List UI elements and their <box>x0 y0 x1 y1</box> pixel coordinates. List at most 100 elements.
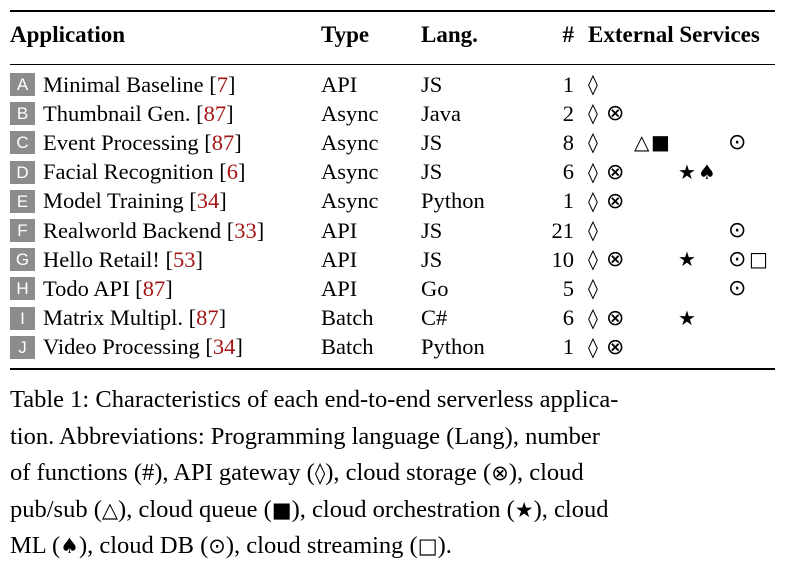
caption-line: pub/sub (△), cloud queue (■), cloud orch… <box>10 492 770 529</box>
caption-line: of functions (#), API gateway (◊), cloud… <box>10 455 770 492</box>
num-cell: 1 <box>562 71 574 97</box>
app-name: Matrix Multipl. [ <box>43 305 197 331</box>
bracket: ] <box>226 100 234 126</box>
app-name: Video Processing [ <box>43 334 213 360</box>
cloud-db-icon: ⊙ <box>728 218 747 244</box>
citation-link[interactable]: 7 <box>216 71 228 97</box>
num-cell: 6 <box>562 159 574 185</box>
table-row: G Hello Retail! [53] API JS 10 ◊ ⊗ ★ ⊙ □ <box>10 245 775 274</box>
type-cell: Batch <box>321 334 374 360</box>
services-cell: ◊ ⊗ ★ <box>574 304 775 333</box>
num-cell: 10 <box>551 246 575 272</box>
app-badge: I <box>10 306 35 330</box>
app-cell: H Todo API [87] <box>10 276 321 302</box>
services-cell: ◊ ⊙ <box>574 216 775 245</box>
app-name: Facial Recognition [ <box>43 159 227 185</box>
bracket: ] <box>218 305 227 331</box>
cloud-storage-icon: ⊗ <box>606 159 625 185</box>
cloud-pubsub-icon: △ <box>101 497 119 522</box>
cloud-db-icon: ⊙ <box>208 534 226 558</box>
citation-link[interactable]: 6 <box>226 159 238 185</box>
app-cell: I Matrix Multipl. [87] <box>10 305 321 331</box>
api-gateway-icon: ◊ <box>588 72 598 97</box>
header-num: # <box>562 22 575 47</box>
caption-text: ML ( <box>10 532 61 559</box>
table-row: E Model Training [34] Async Python 1 ◊ ⊗ <box>10 187 775 216</box>
lang-cell: Python <box>421 334 485 360</box>
citation-link[interactable]: 34 <box>196 188 220 214</box>
type-cell: Batch <box>321 305 374 331</box>
bracket: ] <box>165 275 173 301</box>
mid-rule <box>10 64 775 65</box>
bracket: ] <box>237 159 246 185</box>
app-badge: D <box>10 160 35 184</box>
citation-link[interactable]: 87 <box>211 129 235 155</box>
cloud-db-icon: ⊙ <box>728 276 747 302</box>
cloud-streaming-icon: □ <box>417 534 438 558</box>
table-row: I Matrix Multipl. [87] Batch C# 6 ◊ ⊗ ★ <box>10 304 775 333</box>
table-row: H Todo API [87] API Go 5 ◊ ⊙ <box>10 274 775 303</box>
app-badge: B <box>10 102 35 126</box>
app-cell: F Realworld Backend [33] <box>10 218 321 244</box>
lang-cell: JS <box>421 217 443 243</box>
header-services: External Services <box>588 22 760 47</box>
header-lang: Lang. <box>421 22 478 47</box>
table-row: A Minimal Baseline [7] API JS 1 ◊ <box>10 70 775 99</box>
type-cell: API <box>321 246 358 272</box>
caption-text: ), cloud storage ( <box>325 459 492 486</box>
cloud-ml-icon: ♠ <box>60 534 79 558</box>
type-cell: Async <box>321 159 379 185</box>
services-cell: ◊ ⊗ <box>574 187 775 216</box>
citation-link[interactable]: 53 <box>172 246 196 272</box>
num-cell: 21 <box>551 217 575 243</box>
num-cell: 5 <box>562 275 574 301</box>
lang-cell: JS <box>421 129 443 155</box>
citation-link[interactable]: 87 <box>196 305 219 331</box>
app-cell: J Video Processing [34] <box>10 334 321 360</box>
bracket: ] <box>195 246 203 272</box>
app-name: Model Training [ <box>43 188 197 214</box>
num-cell: 1 <box>562 334 574 360</box>
bracket: ] <box>256 217 265 243</box>
citation-link[interactable]: 87 <box>142 275 166 301</box>
app-cell: A Minimal Baseline [7] <box>10 72 321 98</box>
app-name: Minimal Baseline [ <box>43 71 217 97</box>
num-cell: 1 <box>562 188 574 214</box>
api-gateway-icon: ◊ <box>588 101 598 126</box>
app-badge: J <box>10 335 35 359</box>
app-cell: C Event Processing [87] <box>10 130 321 156</box>
caption-text: ), cloud orchestration ( <box>291 495 515 523</box>
lang-cell: Python <box>421 188 485 214</box>
lang-cell: JS <box>421 246 443 272</box>
app-name: Thumbnail Gen. [ <box>43 100 204 126</box>
top-rule <box>10 10 775 12</box>
cloud-storage-icon: ⊗ <box>606 305 625 331</box>
type-cell: Async <box>321 129 379 155</box>
header-application: Application <box>10 22 126 47</box>
services-cell: ◊ ⊗ ★ ⊙ □ <box>574 245 775 274</box>
citation-link[interactable]: 33 <box>234 217 257 243</box>
cloud-pubsub-icon: △ <box>634 130 650 155</box>
table-row: F Realworld Backend [33] API JS 21 ◊ ⊙ <box>10 216 775 245</box>
app-badge: F <box>10 219 35 243</box>
cloud-db-icon: ⊙ <box>728 247 747 273</box>
bracket: ] <box>219 188 227 214</box>
characteristics-table: Application Type Lang. # External Servic… <box>10 10 775 370</box>
table-header: Application Type Lang. # External Servic… <box>10 12 775 58</box>
table-row: D Facial Recognition [6] Async JS 6 ◊ ⊗ … <box>10 158 775 187</box>
services-cell: ◊ ⊙ <box>574 274 775 303</box>
citation-link[interactable]: 87 <box>203 100 227 126</box>
citation-link[interactable]: 34 <box>212 334 236 360</box>
caption-text: ), cloud <box>533 495 609 523</box>
bottom-rule <box>10 367 775 370</box>
caption-line: Table 1: Characteristics of each end-to-… <box>10 386 619 413</box>
table-caption: Table 1: Characteristics of each end-to-… <box>10 382 770 565</box>
api-gateway-icon: ◊ <box>314 461 326 485</box>
services-cell: ◊ ⊗ <box>574 99 775 128</box>
services-cell: ◊ <box>574 70 775 99</box>
cloud-orchestration-icon: ★ <box>678 247 696 272</box>
table-row: B Thumbnail Gen. [87] Async Java 2 ◊ ⊗ <box>10 99 775 128</box>
api-gateway-icon: ◊ <box>588 130 598 155</box>
services-cell: ◊ △ ■ ⊙ <box>574 128 775 157</box>
num-cell: 6 <box>562 305 574 331</box>
